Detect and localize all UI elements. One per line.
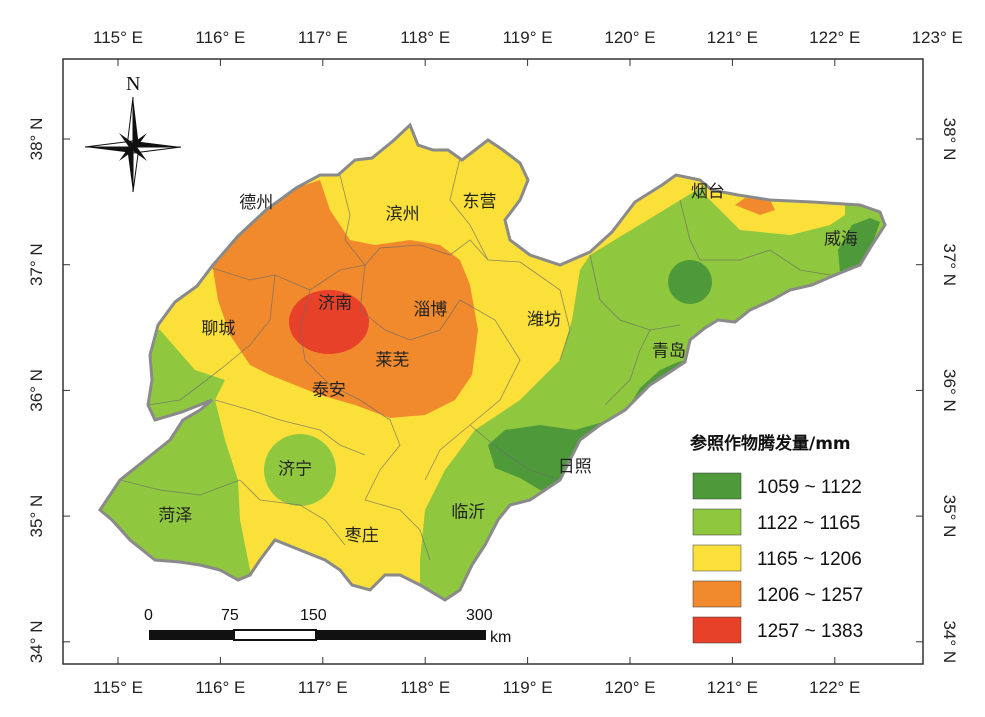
city-label-8: 潍坊 — [527, 310, 561, 330]
legend-swatch-1 — [692, 472, 742, 500]
legend-label-1: 1059 ~ 1122 — [757, 477, 862, 498]
zone-class-1-yantai — [668, 260, 712, 304]
city-label-15: 临沂 — [451, 502, 485, 522]
city-label-2: 东营 — [462, 192, 496, 212]
scale-label-0: 0 — [144, 607, 153, 624]
north-arrow-n — [133, 97, 139, 147]
city-label-10: 莱芜 — [375, 350, 409, 370]
zone-class-3-east — [705, 190, 845, 235]
legend-label-5: 1257 ~ 1383 — [757, 621, 863, 642]
city-label-6: 淄博 — [413, 300, 447, 320]
legend-swatch-2 — [692, 508, 742, 536]
latitude-labels-right: 38° N 37° N 36° N 35° N 34° N — [940, 118, 959, 664]
lon-label-bottom-119: 119° E — [503, 678, 553, 697]
legend-title: 参照作物腾发量/mm — [690, 433, 851, 454]
lat-label-right-36: 36° N — [940, 369, 959, 412]
lon-label-bottom-117: 117° E — [298, 678, 348, 697]
lat-label-left-37: 37° N — [27, 243, 46, 286]
scale-label-150: 150 — [300, 607, 327, 624]
scale-label-300: 300 — [466, 607, 493, 624]
legend: 参照作物腾发量/mm 1059 ~ 1122 1122 ~ 1165 1165 ~ … — [690, 433, 863, 644]
legend-swatch-5 — [692, 616, 742, 644]
legend-swatch-4 — [692, 580, 742, 608]
scale-bar-seg-2 — [233, 629, 317, 641]
county-boundaries — [119, 157, 831, 561]
city-label-4: 威海 — [824, 230, 858, 250]
zone-class-4-east — [735, 198, 775, 215]
lat-label-right-38: 38° N — [940, 118, 959, 161]
north-arrow-w — [85, 147, 133, 153]
longitude-labels-bottom: 115° E 116° E 117° E 118° E 119° E 120° E 121°… — [93, 678, 860, 697]
city-label-7: 聊城 — [201, 319, 235, 339]
legend-label-4: 1206 ~ 1257 — [757, 585, 863, 606]
city-label-11: 泰安 — [312, 380, 346, 400]
city-label-13: 济宁 — [278, 460, 312, 480]
lon-label-bottom-120: 120° E — [604, 678, 655, 697]
legend-label-2: 1122 ~ 1165 — [757, 513, 860, 534]
north-arrow-e — [133, 141, 181, 147]
north-arrow-s — [127, 147, 133, 192]
lat-label-right-35: 35° N — [940, 495, 959, 538]
latitude-labels-left: 38° N 37° N 36° N 35° N 34° N — [27, 118, 46, 664]
lon-label-bottom-121: 121° E — [707, 678, 758, 697]
lat-label-left-35: 35° N — [27, 495, 46, 538]
legend-swatch-3 — [692, 544, 742, 572]
north-arrow: N — [84, 73, 182, 193]
lon-label-top-121: 121° E — [707, 28, 758, 47]
zone-class-1-weihai — [838, 218, 880, 272]
province-zones — [100, 125, 885, 600]
scale-bar-seg-3 — [316, 630, 486, 640]
lon-label-bottom-118: 118° E — [400, 678, 450, 697]
map-frame — [62, 58, 924, 665]
lon-label-top-123: 123° E — [912, 28, 963, 47]
province-outline — [98, 122, 887, 602]
city-label-14: 菏泽 — [158, 506, 192, 526]
city-label-0: 德州 — [239, 193, 273, 213]
city-label-3: 烟台 — [691, 182, 725, 202]
scale-label-75: 75 — [221, 607, 239, 624]
lon-label-top-122: 122° E — [809, 28, 860, 47]
lat-label-left-36: 36° N — [27, 369, 46, 412]
lon-label-top-120: 120° E — [604, 28, 655, 47]
lon-label-bottom-116: 116° E — [195, 678, 245, 697]
lon-label-top-116: 116° E — [195, 28, 245, 47]
city-label-9: 青岛 — [652, 341, 686, 361]
lon-label-top-119: 119° E — [503, 28, 553, 47]
lon-label-bottom-122: 122° E — [809, 678, 860, 697]
zone-class-5 — [289, 290, 369, 354]
scale-bar-seg-1 — [149, 630, 234, 640]
zone-class-2-jining — [264, 434, 336, 506]
scale-bar: 0 75 150 300 km — [144, 607, 511, 646]
lon-label-top-115: 115° E — [93, 28, 143, 47]
city-label-5: 济南 — [318, 294, 352, 314]
north-arrow-diag — [119, 133, 147, 161]
lat-label-left-38: 38° N — [27, 118, 46, 161]
lat-label-right-34: 34° N — [940, 620, 959, 663]
north-label: N — [126, 73, 140, 95]
legend-label-3: 1165 ~ 1206 — [757, 549, 862, 570]
lon-label-bottom-115: 115° E — [93, 678, 143, 697]
city-label-16: 枣庄 — [345, 526, 379, 546]
lon-label-top-117: 117° E — [298, 28, 348, 47]
frame-ticks — [63, 59, 923, 664]
scale-unit: km — [490, 629, 511, 646]
lon-label-top-118: 118° E — [400, 28, 450, 47]
lat-label-left-34: 34° N — [27, 620, 46, 663]
city-label-12: 日照 — [558, 457, 592, 477]
longitude-labels-top: 115° E 116° E 117° E 118° E 119° E 120° E 121°… — [93, 28, 963, 47]
city-label-1: 滨州 — [386, 204, 420, 224]
lat-label-right-37: 37° N — [940, 243, 959, 286]
